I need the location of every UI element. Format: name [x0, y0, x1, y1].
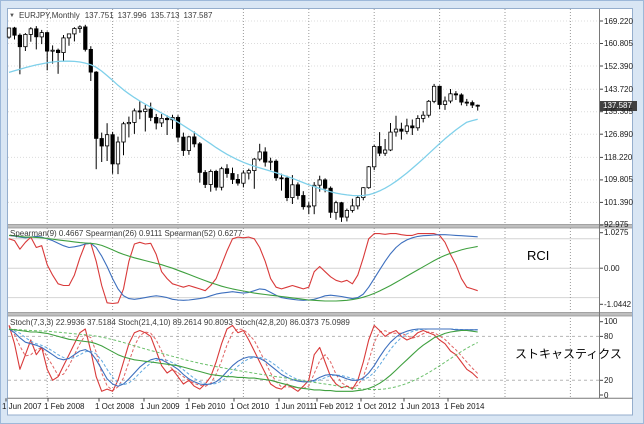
rci-annotation-label: RCI — [527, 248, 550, 263]
price-axis-tick: 135.305 — [604, 107, 633, 117]
moving-average-line — [8, 60, 478, 197]
stoch-axis-tick: 80 — [604, 331, 613, 341]
stoch-axis-tick: 0 — [604, 390, 609, 400]
time-axis-label: 1 Oct 2008 — [95, 402, 135, 411]
stoch-signal-red — [8, 325, 479, 392]
ohlc-open: 137.751 — [84, 11, 114, 20]
time-axis-label: 1 Feb 2008 — [44, 402, 85, 411]
stoch-axis-tick: 20 — [604, 375, 613, 385]
time-axis-label: 1 Oct 2010 — [230, 402, 270, 411]
price-axis-tick: 152.390 — [604, 61, 633, 71]
candlestick-series — [6, 24, 480, 222]
price-axis-tick: 160.805 — [604, 39, 633, 48]
stoch-main-green — [8, 328, 478, 392]
time-axis-label: 1 Feb 2010 — [185, 402, 226, 411]
rci-line-blue — [8, 234, 478, 301]
panel-splitter-rci-stoch[interactable] — [8, 312, 632, 317]
symbol-period-label: EURJPY,Monthly — [18, 11, 80, 20]
chart-dropdown-icon[interactable]: ▼ — [9, 13, 15, 19]
price-axis-tick: 143.720 — [604, 84, 633, 94]
time-axis-label: 1 Feb 2012 — [313, 402, 354, 411]
time-axis-label: 1 Feb 2014 — [444, 402, 485, 411]
stoch-signal-blue — [8, 328, 478, 386]
stoch-annotation-label: ストキャスティクス — [515, 347, 622, 361]
price-axis-tick: 126.890 — [604, 129, 633, 139]
time-axis-label: 1 Jun 2007 — [2, 402, 42, 411]
panel-splitter-main-rci[interactable] — [8, 224, 632, 229]
ohlc-close: 137.587 — [183, 11, 213, 20]
ohlc-high: 137.996 — [117, 11, 147, 20]
rci-axis-tick: -1.0442 — [604, 299, 632, 309]
rci-indicator-header: Spearman(9) 0.4667 Spearman(26) 0.9111 S… — [10, 229, 243, 238]
rci-line-green — [8, 234, 478, 302]
price-axis-tick: 109.805 — [604, 175, 633, 185]
time-axis-label: 1 Jun 2009 — [140, 402, 180, 411]
stoch-axis-tick: 100 — [604, 317, 618, 327]
chart-header: ▼ EURJPY,Monthly 137.751 137.996 135.713 137.… — [9, 11, 216, 20]
time-axis-label: 1 Jun 2011 — [275, 402, 314, 411]
price-axis-tick: 92.975 — [604, 220, 629, 230]
rci-axis-tick: 0.00 — [604, 263, 620, 273]
price-axis-tick: 169.220 — [604, 16, 633, 26]
time-axis-label: 1 Jun 2013 — [400, 402, 440, 411]
time-axis-label: 1 Oct 2012 — [357, 402, 397, 411]
rci-axis-tick: 1.0275 — [604, 228, 629, 238]
stoch-signal-green — [8, 328, 478, 390]
current-price-tag: 137.587 — [600, 101, 637, 111]
price-axis-tick: 101.390 — [604, 197, 633, 207]
price-axis-tick: 118.220 — [604, 152, 633, 162]
stoch-main-blue — [8, 328, 478, 387]
ohlc-low: 135.713 — [150, 11, 180, 20]
stoch-indicator-header: Stoch(7,3,3) 22.9936 37.5184 Stoch(21,4,… — [10, 318, 350, 327]
